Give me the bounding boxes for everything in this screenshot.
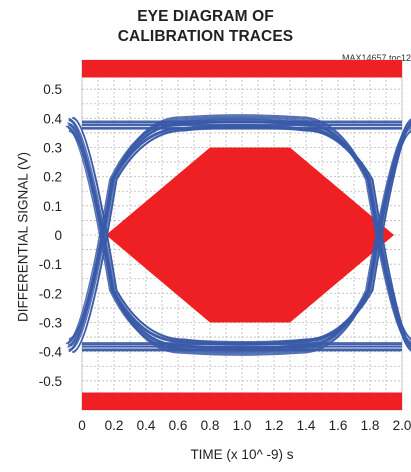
figure-code: MAX14657 toc12 — [341, 53, 411, 63]
mask-upper-bar — [82, 60, 402, 78]
x-tick-label: 0.8 — [201, 418, 220, 433]
y-tick-label: -0.1 — [39, 257, 62, 272]
y-tick-label: -0.4 — [39, 345, 63, 360]
y-tick-label: 0.5 — [43, 82, 62, 97]
chart-title-line2: CALIBRATION TRACES — [117, 28, 294, 45]
y-tick-label: -0.5 — [39, 374, 62, 389]
x-tick-label: 1.6 — [329, 418, 348, 433]
x-tick-label: 0.2 — [105, 418, 124, 433]
x-tick-label: 0 — [78, 418, 86, 433]
mask-lower-bar — [82, 392, 402, 410]
x-tick-label: 1.2 — [265, 418, 284, 433]
eye-trace — [68, 115, 411, 342]
x-tick-label: 2.0 — [393, 418, 411, 433]
y-tick-label: 0.4 — [43, 111, 62, 126]
x-tick-label: 0.4 — [137, 418, 156, 433]
eye-trace — [68, 128, 411, 355]
x-tick-label: 0.6 — [169, 418, 188, 433]
x-axis-label: TIME (x 10^ -9) s — [190, 447, 294, 462]
y-tick-label: 0.2 — [43, 170, 62, 185]
y-tick-label: 0.3 — [43, 141, 62, 156]
y-tick-label: -0.3 — [39, 316, 62, 331]
mask-hexagon — [106, 147, 394, 323]
x-tick-label: 1.0 — [233, 418, 252, 433]
y-tick-label: 0.1 — [43, 199, 62, 214]
eye-trace — [72, 117, 411, 343]
x-tick-label: 1.8 — [361, 418, 380, 433]
chart-title-line1: EYE DIAGRAM OF — [137, 8, 274, 25]
y-tick-label: 0 — [54, 228, 62, 243]
x-tick-label: 1.4 — [297, 418, 316, 433]
y-tick-label: -0.2 — [39, 286, 62, 301]
